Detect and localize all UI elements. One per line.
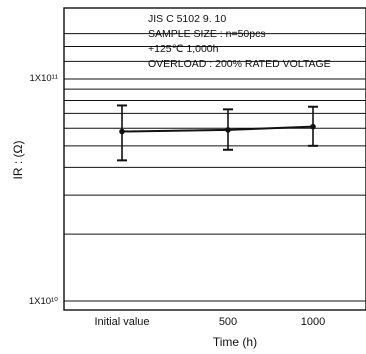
x-axis-label: Time (h): [213, 335, 257, 349]
x-tick-label-1: 500: [219, 316, 237, 328]
annotation-test-condition: +125℃ 1,000h: [148, 43, 219, 55]
x-tick-label-2: 1000: [301, 316, 325, 328]
gridlines: [64, 33, 366, 302]
annotation-standard: JIS C 5102 9. 10: [148, 13, 226, 25]
annotation-sample-size: SAMPLE SIZE : n=50pcs: [148, 28, 266, 40]
data-point-1: [225, 127, 231, 133]
plot-frame: [63, 7, 366, 311]
y-tick-label-bottom: 1X10¹⁰: [29, 296, 58, 307]
annotation-overload: OVERLOAD : 200% RATED VOLTAGE: [148, 58, 331, 70]
data-point-2: [310, 123, 316, 130]
x-tick-labels: Initial value 500 1000: [94, 316, 325, 328]
data-point-0: [119, 128, 125, 135]
y-axis-label: IR : (Ω): [11, 141, 25, 180]
series-marks: [117, 104, 318, 162]
annotation-block: JIS C 5102 9. 10 SAMPLE SIZE : n=50pcs +…: [148, 13, 331, 70]
series-line-0: [121, 125, 314, 133]
x-tick-label-0: Initial value: [94, 316, 149, 328]
y-tick-label-top: 1X10¹¹: [29, 73, 58, 84]
